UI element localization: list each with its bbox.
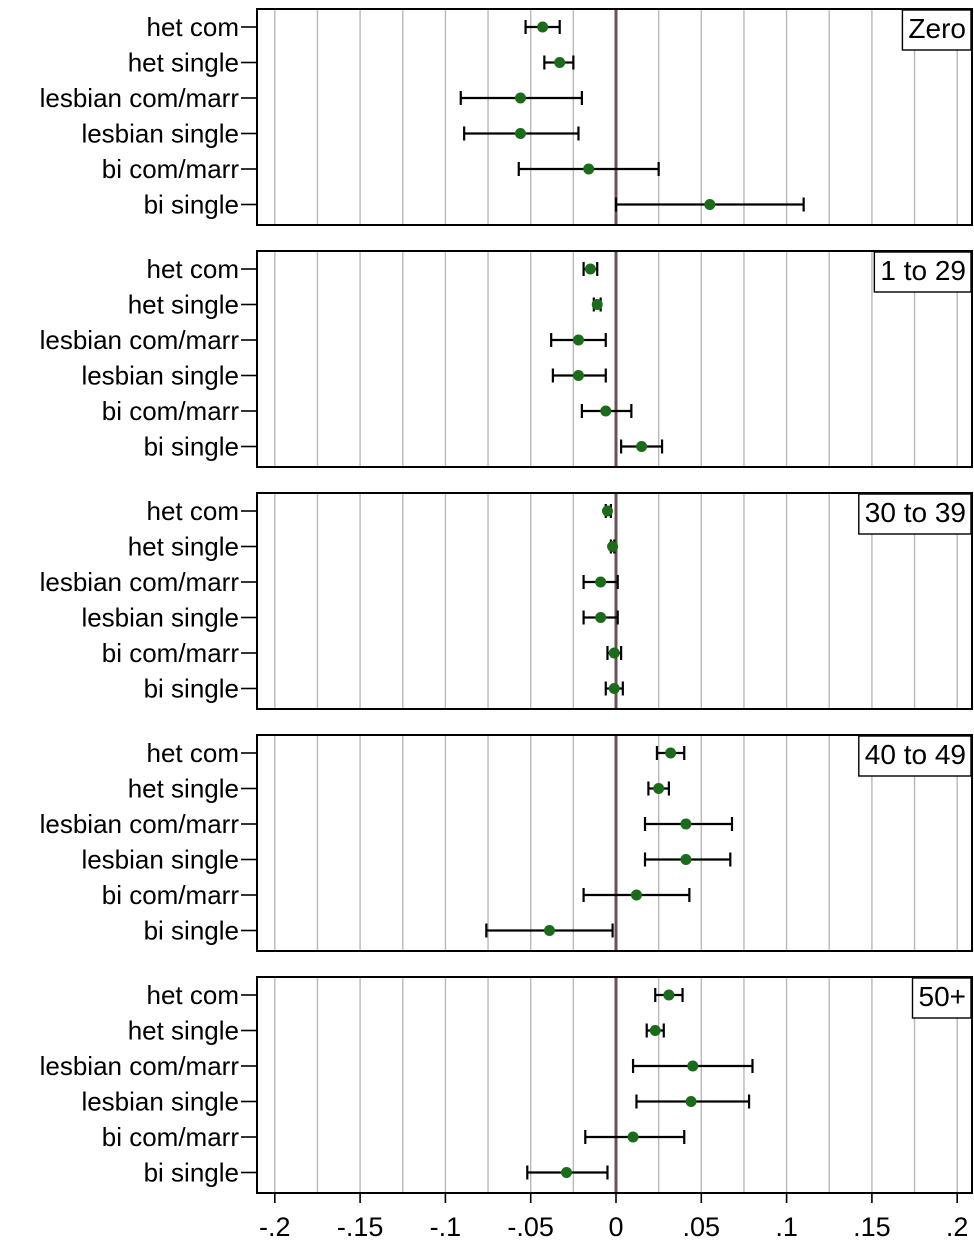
panel-label: 50+	[919, 981, 967, 1012]
panel-frame	[256, 250, 973, 468]
category-label: bi com/marr	[102, 154, 240, 184]
panel-frame	[256, 734, 973, 952]
category-label: het single	[128, 774, 239, 804]
point-estimate	[608, 683, 620, 694]
point-estimate	[537, 21, 549, 33]
point-estimate	[649, 1025, 661, 1036]
panel-label-box	[873, 251, 972, 293]
category-label: lesbian single	[81, 845, 239, 875]
panel-label: 30 to 39	[865, 497, 966, 528]
point-estimate	[704, 199, 716, 210]
point-estimate	[583, 163, 595, 175]
x-tick-label: .2	[946, 1212, 969, 1242]
category-label: het single	[128, 1016, 239, 1046]
point-estimate	[591, 299, 603, 310]
category-label: lesbian single	[81, 119, 239, 149]
point-estimate	[595, 576, 607, 588]
point-estimate	[680, 818, 692, 830]
category-label: bi single	[144, 190, 239, 220]
point-estimate	[595, 612, 607, 623]
category-label: lesbian single	[81, 1087, 239, 1117]
point-estimate	[572, 370, 584, 381]
x-tick-label: 0	[608, 1212, 623, 1242]
category-label: het com	[147, 254, 240, 284]
category-label: het com	[147, 12, 240, 42]
panel-frame	[256, 8, 973, 226]
x-tick-label: .15	[853, 1212, 891, 1242]
category-label: het single	[128, 532, 239, 562]
category-label: bi single	[144, 432, 239, 462]
x-tick-label: -.1	[430, 1212, 462, 1242]
category-label: lesbian single	[81, 603, 239, 633]
panel-label-box	[901, 9, 972, 51]
point-estimate	[680, 854, 692, 865]
x-tick-label: .05	[683, 1212, 721, 1242]
point-estimate	[584, 263, 596, 275]
point-estimate	[561, 1167, 573, 1178]
category-label: lesbian com/marr	[40, 567, 240, 597]
category-label: bi single	[144, 674, 239, 704]
category-label: het com	[147, 738, 240, 768]
point-estimate	[600, 405, 612, 417]
category-label: bi com/marr	[102, 880, 240, 910]
point-estimate	[514, 92, 526, 104]
category-label: lesbian single	[81, 361, 239, 391]
panel-label-box	[858, 493, 972, 535]
category-label: bi single	[144, 1158, 239, 1188]
point-estimate	[636, 441, 648, 452]
category-label: het com	[147, 496, 240, 526]
category-label: bi com/marr	[102, 638, 240, 668]
point-estimate	[608, 647, 620, 659]
point-estimate	[653, 783, 665, 794]
point-estimate	[627, 1131, 639, 1143]
point-estimate	[601, 505, 613, 517]
category-label: het com	[147, 980, 240, 1010]
panel-label-box	[911, 977, 972, 1019]
category-label: lesbian com/marr	[40, 809, 240, 839]
point-estimate	[607, 541, 619, 552]
category-label: lesbian com/marr	[40, 1051, 240, 1081]
point-estimate	[543, 925, 555, 936]
point-estimate	[687, 1060, 699, 1072]
panel-label: 1 to 29	[880, 255, 966, 286]
point-estimate	[665, 747, 677, 759]
x-tick-label: -.05	[507, 1212, 554, 1242]
point-estimate	[572, 334, 584, 346]
category-label: bi com/marr	[102, 1122, 240, 1152]
panel-label-box	[858, 735, 972, 777]
panel-frame	[256, 976, 973, 1194]
category-label: bi single	[144, 916, 239, 946]
point-estimate	[663, 989, 675, 1001]
panel-label: Zero	[908, 13, 966, 44]
point-estimate	[514, 128, 526, 139]
category-label: lesbian com/marr	[40, 83, 240, 113]
point-estimate	[554, 57, 566, 68]
category-label: lesbian com/marr	[40, 325, 240, 355]
x-tick-label: -.2	[259, 1212, 291, 1242]
category-label: het single	[128, 48, 239, 78]
point-estimate	[685, 1096, 697, 1107]
panel-frame	[256, 492, 973, 710]
panel-label: 40 to 49	[865, 739, 966, 770]
category-label: bi com/marr	[102, 396, 240, 426]
category-label: het single	[128, 290, 239, 320]
x-tick-label: -.15	[337, 1212, 384, 1242]
x-tick-label: .1	[775, 1212, 798, 1242]
point-estimate	[630, 889, 642, 901]
